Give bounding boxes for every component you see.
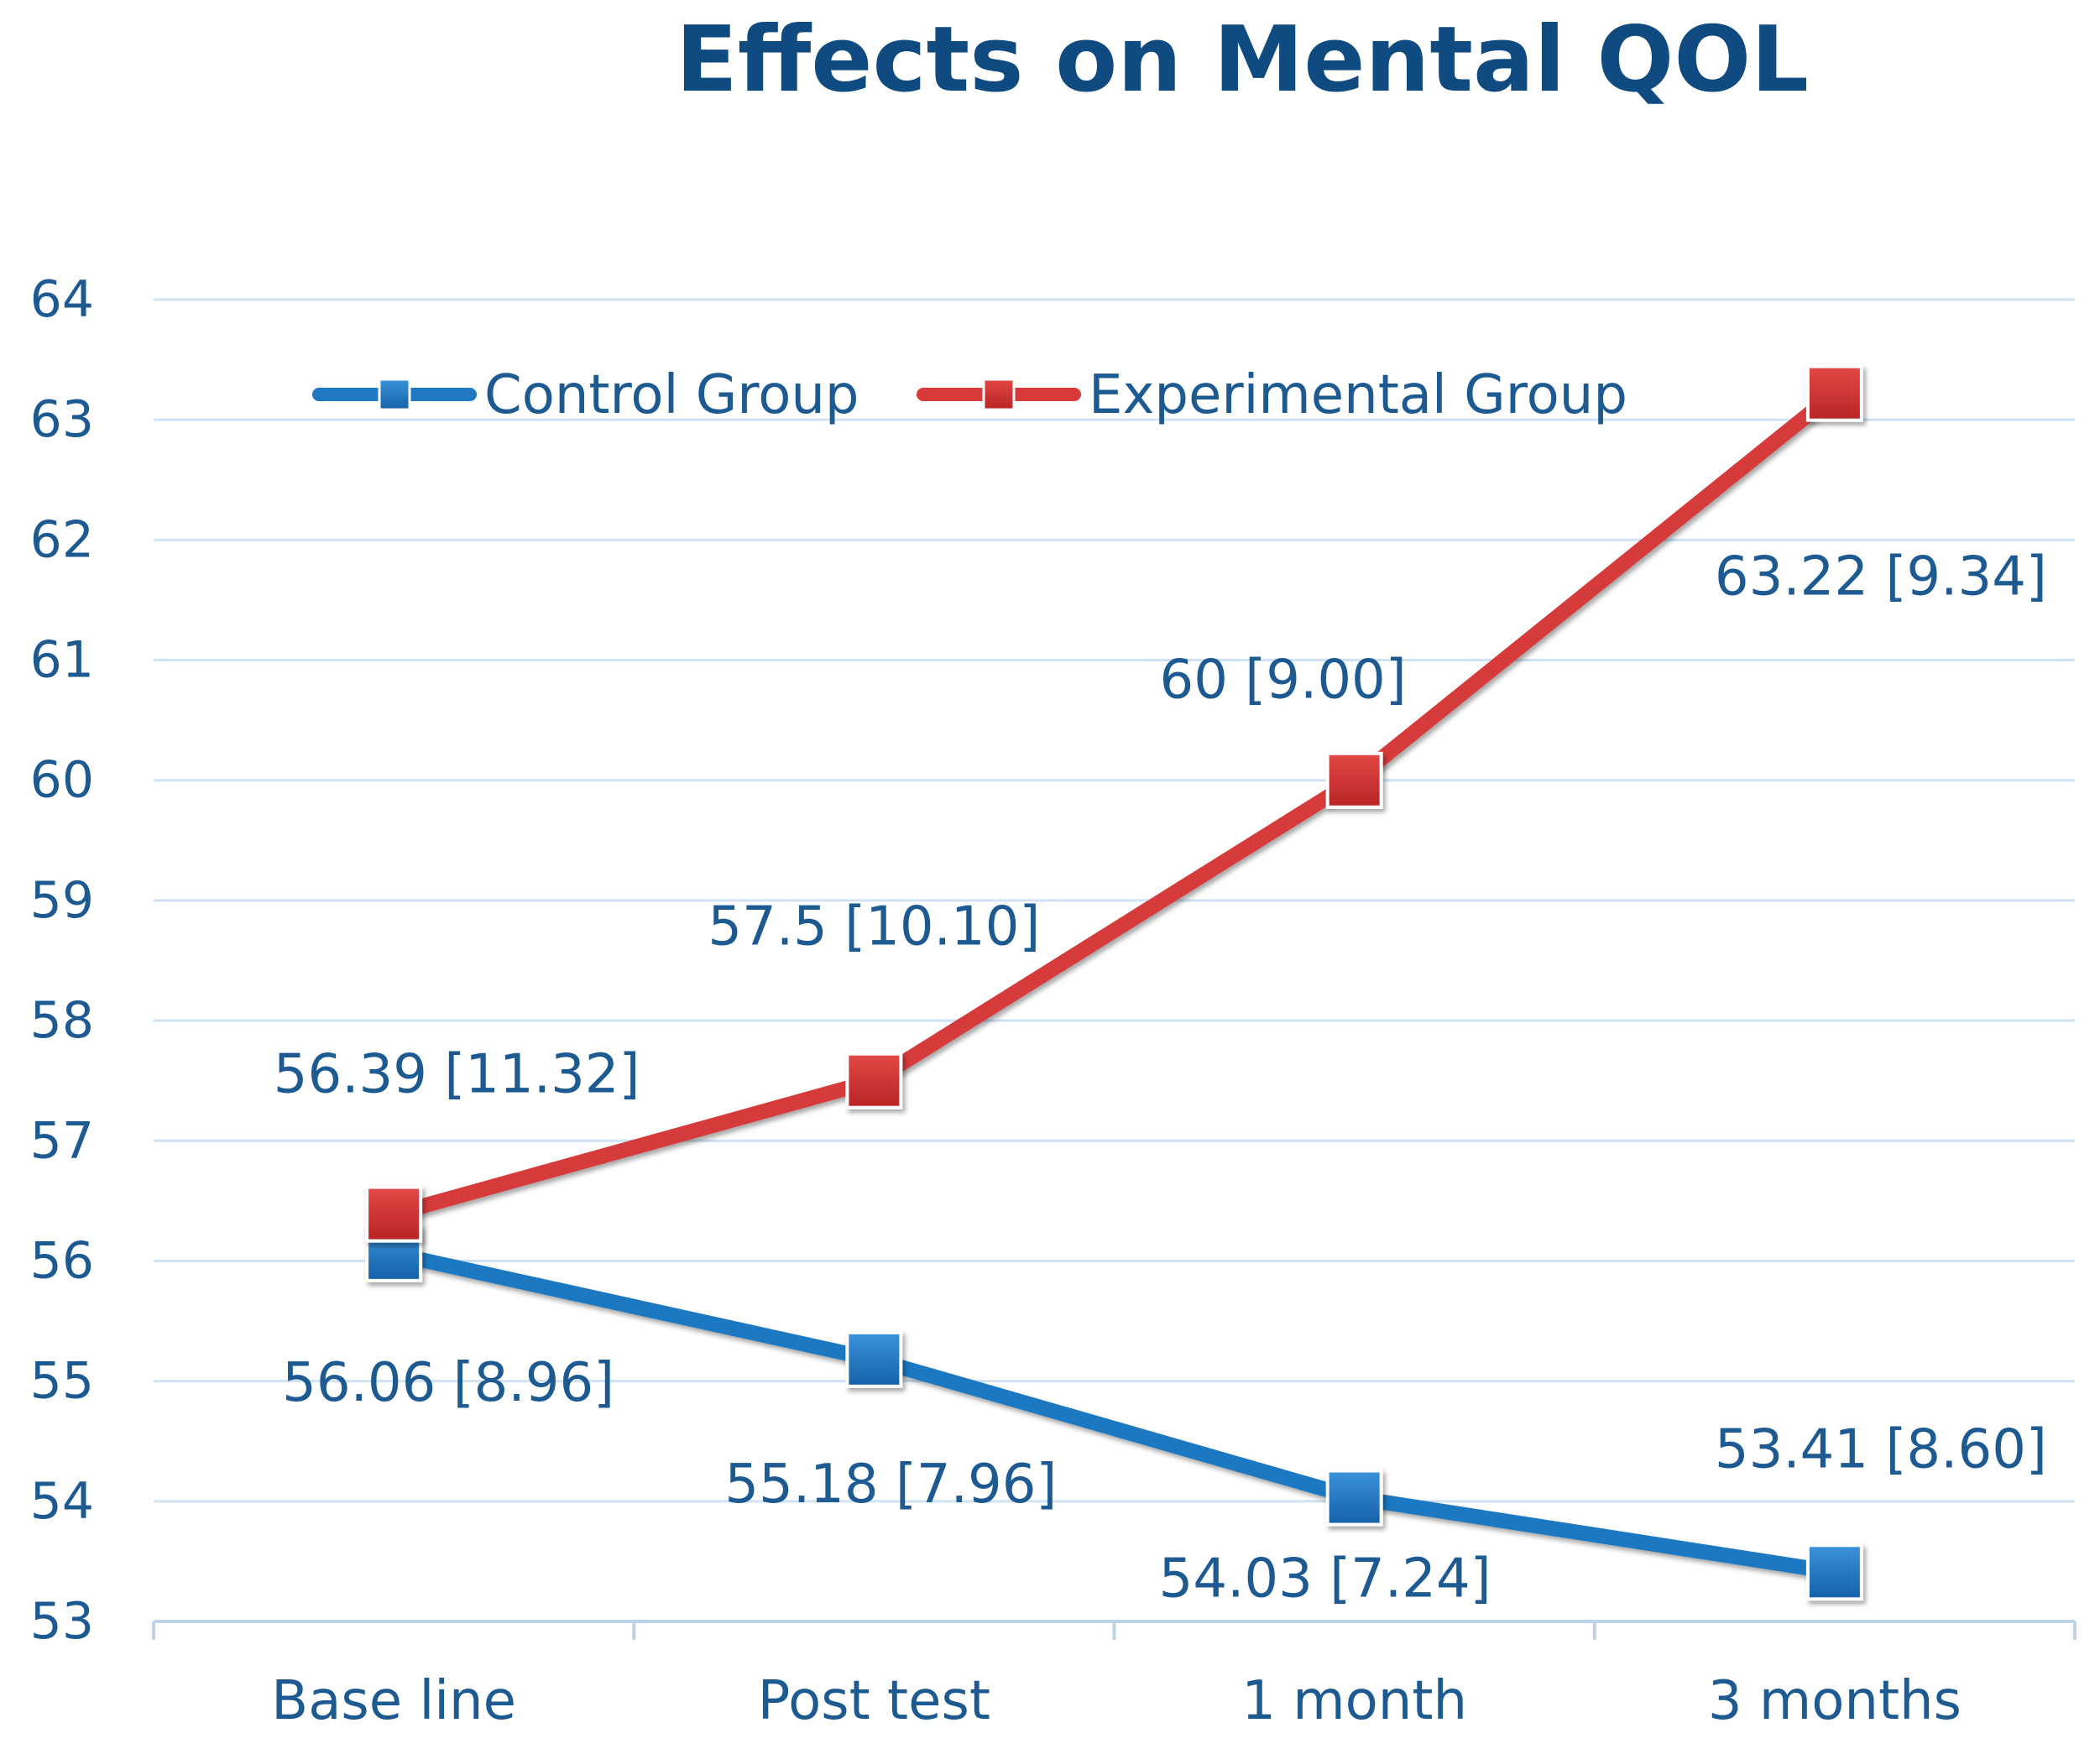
x-tick-label: Post test — [758, 1670, 990, 1732]
y-tick-label: 54 — [30, 1472, 94, 1531]
x-tick-label: Base line — [271, 1670, 516, 1732]
data-point-0-1 — [845, 1330, 903, 1388]
y-tick-label: 57 — [30, 1111, 94, 1170]
data-label: 57.5 [10.10] — [708, 896, 1040, 958]
legend-label: Control Group — [484, 364, 859, 426]
x-tick-label: 3 months — [1708, 1670, 1962, 1732]
y-tick-label: 64 — [30, 270, 94, 329]
data-point-0-3 — [1805, 1543, 1863, 1601]
data-point-1-2 — [1325, 751, 1383, 809]
series-lines — [386, 385, 1842, 1580]
data-point-1-0 — [365, 1185, 423, 1243]
y-tick-label: 61 — [30, 631, 94, 690]
gridlines — [154, 298, 2075, 1503]
x-tick-label: 1 month — [1241, 1670, 1467, 1732]
y-axis-ticks: 53 54 55 56 57 58 59 60 61 62 63 64 — [30, 270, 94, 1651]
data-point-0-2 — [1325, 1469, 1383, 1527]
y-tick-label: 62 — [30, 510, 94, 569]
chart-title: Effects on Mental QOL — [676, 8, 1809, 112]
series-markers — [365, 364, 1863, 1601]
data-label: 60 [9.00] — [1160, 650, 1407, 712]
data-point-1-1 — [845, 1052, 903, 1109]
data-label: 56.06 [8.96] — [282, 1352, 614, 1414]
legend-label: Experimental Group — [1089, 364, 1627, 426]
data-label: 55.18 [7.96] — [724, 1454, 1057, 1516]
data-labels: 56.06 [8.96] 55.18 [7.96] 54.03 [7.24] 53.4… — [274, 546, 2047, 1611]
data-label: 56.39 [11.32] — [274, 1044, 640, 1106]
data-label: 53.41 [8.60] — [1715, 1418, 2047, 1480]
data-label: 63.22 [9.34] — [1715, 546, 2047, 608]
legend-marker-1 — [982, 378, 1016, 411]
legend-marker-0 — [378, 378, 411, 411]
x-axis: Base line Post test 1 month 3 months — [152, 1620, 2076, 1732]
legend: Control Group Experimental Group — [312, 364, 1627, 426]
series-line-1 — [386, 385, 1842, 1222]
series-line-0 — [386, 1245, 1842, 1580]
y-tick-label: 55 — [30, 1352, 94, 1411]
y-tick-label: 63 — [30, 390, 94, 449]
y-tick-label: 60 — [30, 751, 94, 810]
data-point-1-3 — [1805, 364, 1863, 422]
data-label: 54.03 [7.24] — [1159, 1548, 1491, 1611]
y-tick-label: 53 — [30, 1592, 94, 1651]
y-tick-label: 59 — [30, 871, 94, 930]
y-tick-label: 58 — [30, 991, 94, 1050]
y-tick-label: 56 — [30, 1231, 94, 1290]
